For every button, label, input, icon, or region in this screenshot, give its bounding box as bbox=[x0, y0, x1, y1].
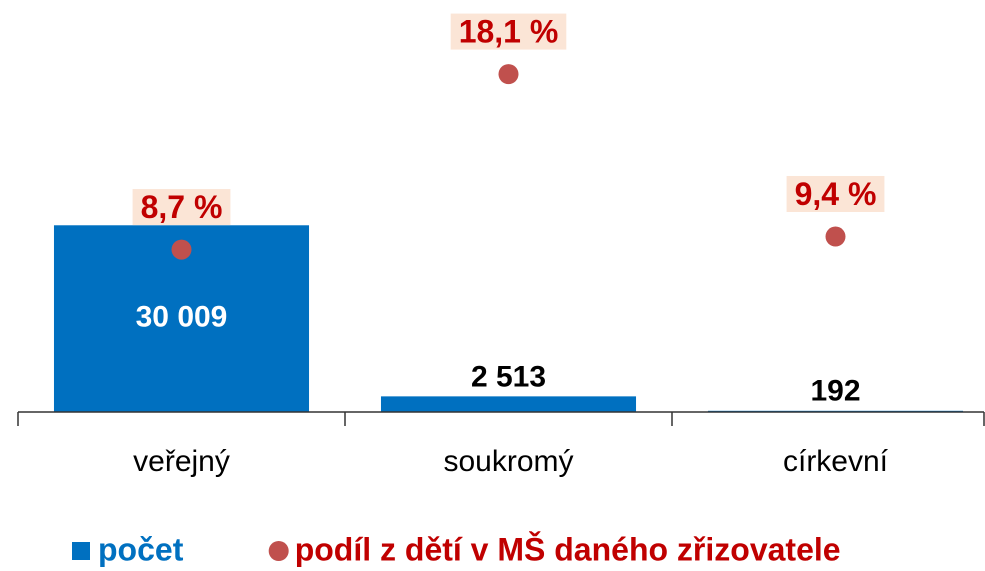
dot-label-background bbox=[450, 13, 567, 50]
legend-label: podíl z dětí v MŠ daného zřizovatele bbox=[295, 531, 841, 567]
legend-swatch bbox=[72, 542, 90, 560]
bar-value-label: 2 513 bbox=[471, 360, 546, 393]
dot-label: 8,7 % bbox=[132, 189, 231, 226]
dot-value-label: 9,4 % bbox=[795, 176, 877, 212]
bar-value-label: 30 009 bbox=[136, 301, 228, 334]
dot-value-label: 18,1 % bbox=[459, 14, 559, 50]
dot-value-label: 8,7 % bbox=[141, 189, 223, 225]
dot-label: 18,1 % bbox=[450, 13, 567, 50]
x-tick-label: církevní bbox=[783, 445, 889, 478]
bar-value-label: 192 bbox=[810, 375, 860, 408]
legend-swatch bbox=[268, 541, 289, 561]
dot-label-background bbox=[132, 189, 231, 226]
x-tick-label: veřejný bbox=[133, 445, 230, 478]
dot bbox=[171, 239, 192, 260]
dot-label: 9,4 % bbox=[786, 175, 885, 212]
bar bbox=[380, 396, 637, 412]
x-tick-label: soukromý bbox=[443, 445, 573, 478]
dot bbox=[498, 64, 519, 85]
legend-label: počet bbox=[98, 531, 184, 567]
dot-label-background bbox=[786, 175, 885, 212]
dot bbox=[825, 226, 846, 247]
